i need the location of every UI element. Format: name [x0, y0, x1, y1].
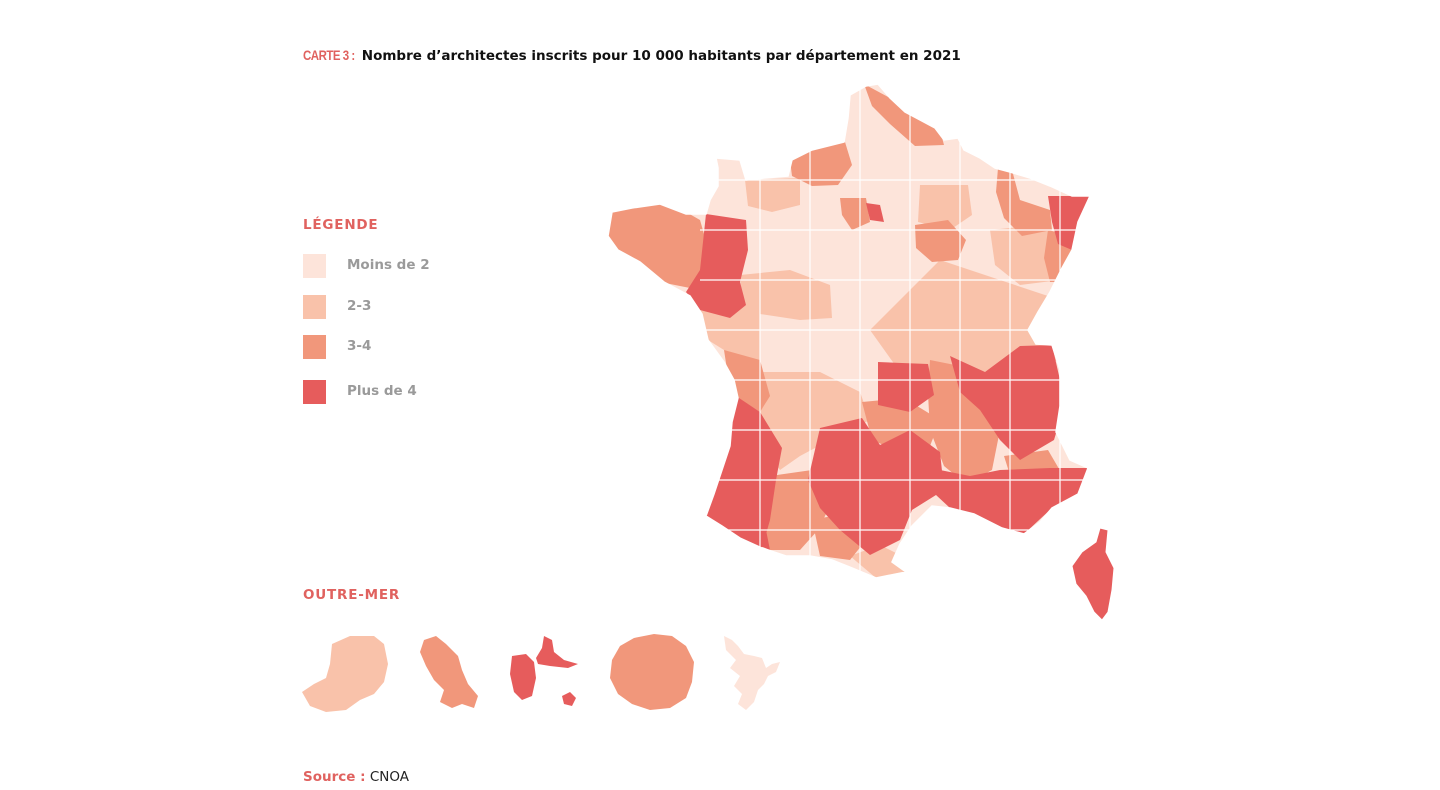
region-bourgogne-rhone	[870, 260, 1060, 380]
region-calvados	[745, 178, 800, 212]
region-loire-ardeche	[928, 360, 1000, 484]
map-title-text: Nombre d’architectes inscrits pour 10 00…	[361, 48, 961, 64]
territory-guyane	[302, 636, 388, 712]
region-paris	[866, 203, 884, 222]
region-limousin	[760, 372, 870, 470]
region-marne	[918, 185, 972, 230]
overseas-heading: OUTRE-MER	[303, 587, 401, 603]
source-value: CNOA	[369, 769, 409, 785]
territory-martinique	[420, 636, 478, 708]
region-puy-de-dome	[878, 362, 934, 412]
region-bretagne	[608, 200, 712, 290]
legend-label: 3-4	[347, 338, 372, 354]
legend-swatch	[303, 335, 326, 359]
france-outline	[607, 83, 1092, 579]
legend-label: Plus de 4	[347, 383, 417, 399]
legend-label: Moins de 2	[347, 257, 430, 273]
territory-la-reunion	[610, 634, 694, 710]
region-pyrenees-orientales	[850, 545, 910, 578]
legend-swatch	[303, 254, 326, 278]
region-pyrenees-atlantiques	[706, 500, 770, 550]
region-corse	[1071, 527, 1115, 621]
territory-mayotte	[724, 636, 780, 710]
region-yvelines	[840, 198, 870, 230]
region-rhone-alpes	[950, 345, 1060, 460]
department-borders	[700, 90, 1090, 578]
region-ille-loire-atlantique	[686, 214, 748, 318]
territory-guadeloupe	[510, 636, 578, 706]
legend-swatch	[303, 380, 326, 404]
region-alsace	[1048, 196, 1090, 250]
map-title: CARTE 3 : Nombre d’architectes inscrits …	[303, 47, 961, 64]
legend-swatch	[303, 295, 326, 319]
map-number: CARTE 3 :	[303, 47, 355, 63]
region-provence-cote-azur	[936, 468, 1088, 534]
region-nord	[864, 84, 944, 146]
source-line: Source : CNOA	[303, 769, 409, 785]
region-charente-maritime	[724, 350, 770, 412]
legend-label: 2-3	[347, 298, 372, 314]
region-anjou-touraine	[740, 270, 832, 320]
source-label: Source :	[303, 769, 366, 785]
legend-heading: LÉGENDE	[303, 217, 379, 233]
